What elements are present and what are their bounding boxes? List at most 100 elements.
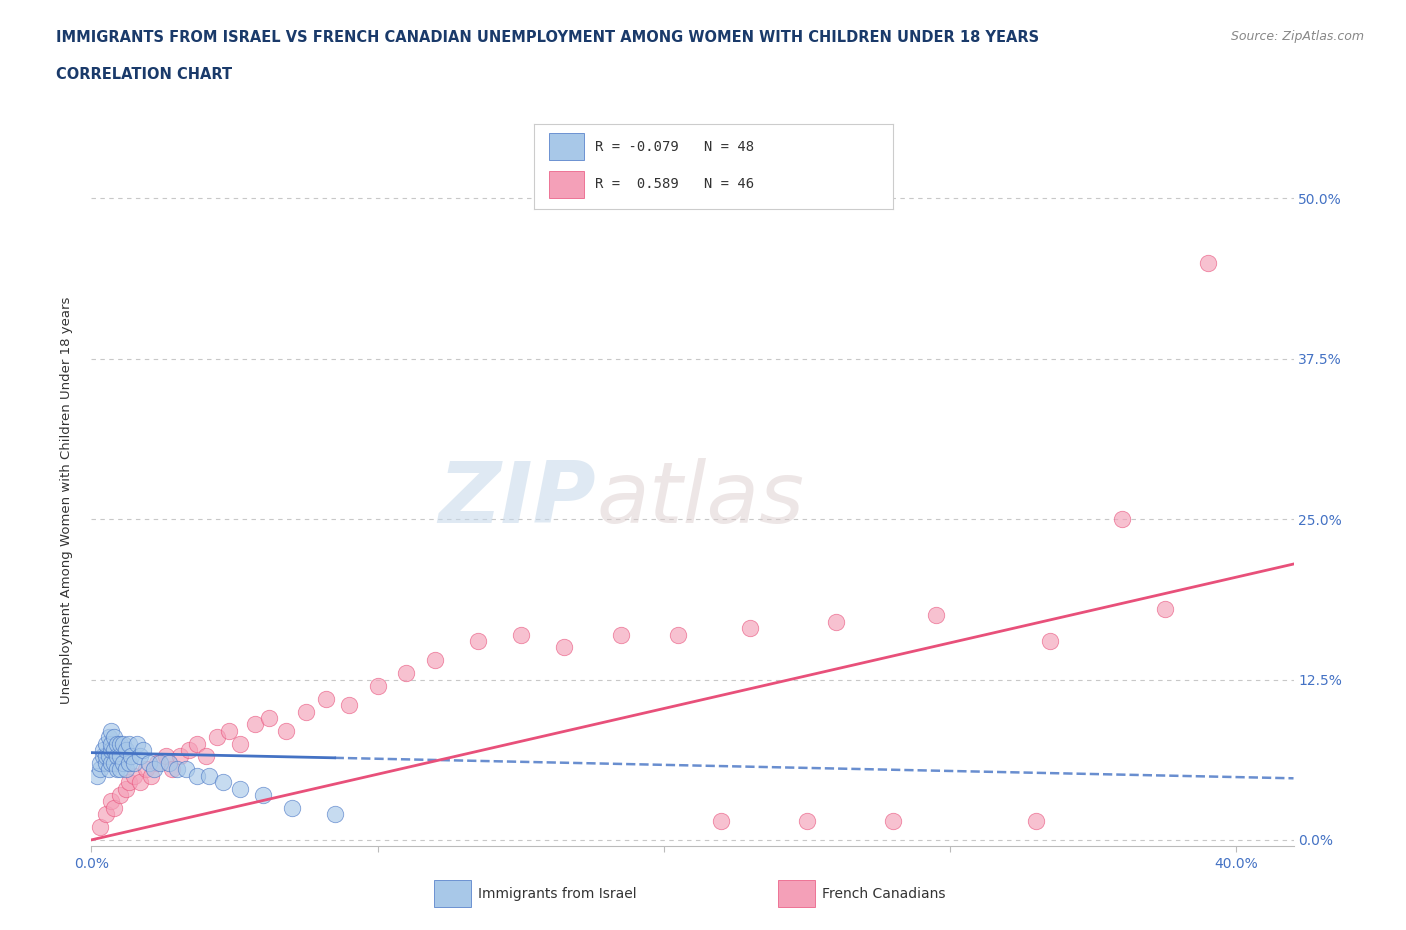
Point <box>824 615 846 630</box>
Text: R =  0.589   N = 46: R = 0.589 N = 46 <box>595 178 755 192</box>
Point <box>108 762 131 777</box>
Point <box>132 743 155 758</box>
Text: ZIP: ZIP <box>439 458 596 541</box>
Point <box>94 807 117 822</box>
Point <box>100 794 122 809</box>
Point <box>114 762 136 777</box>
Point <box>1025 813 1047 828</box>
Point <box>257 711 280 725</box>
Point <box>186 737 208 751</box>
Point <box>252 788 274 803</box>
Point <box>1153 602 1175 617</box>
Point <box>367 679 389 694</box>
Point <box>281 801 304 816</box>
Point <box>197 768 219 783</box>
Point <box>91 749 114 764</box>
Point <box>89 755 111 770</box>
Point <box>114 743 136 758</box>
Point <box>467 633 489 648</box>
Point <box>174 762 197 777</box>
Point <box>108 788 131 803</box>
Point <box>141 768 163 783</box>
Point <box>105 737 128 751</box>
Point <box>111 755 134 770</box>
Point <box>143 762 166 777</box>
Text: Source: ZipAtlas.com: Source: ZipAtlas.com <box>1230 30 1364 43</box>
Point <box>274 724 297 738</box>
Point <box>710 813 733 828</box>
Point <box>738 620 761 635</box>
Point <box>129 775 152 790</box>
Point <box>666 627 689 642</box>
Point <box>146 755 169 770</box>
Text: atlas: atlas <box>596 458 804 541</box>
Point <box>124 768 146 783</box>
Point <box>323 807 346 822</box>
Point <box>135 762 157 777</box>
Point <box>295 704 318 719</box>
Point <box>103 755 125 770</box>
Point <box>315 691 337 706</box>
Point <box>149 755 172 770</box>
Point <box>157 755 180 770</box>
Point <box>103 743 125 758</box>
Text: CORRELATION CHART: CORRELATION CHART <box>56 67 232 82</box>
Point <box>218 724 240 738</box>
Point <box>94 737 117 751</box>
Point <box>117 737 139 751</box>
Point <box>423 653 446 668</box>
Point <box>925 608 948 623</box>
Point <box>94 749 117 764</box>
Point <box>100 755 122 770</box>
Bar <box>548 171 585 198</box>
Point <box>337 698 360 712</box>
Point <box>882 813 904 828</box>
Point <box>86 768 108 783</box>
Point <box>108 749 131 764</box>
Point <box>94 755 117 770</box>
Point <box>155 749 177 764</box>
Point <box>138 755 160 770</box>
Point <box>91 743 114 758</box>
Point <box>121 749 143 764</box>
Point <box>100 724 122 738</box>
Point <box>89 762 111 777</box>
Bar <box>548 133 585 161</box>
Point <box>395 666 418 681</box>
Point <box>243 717 266 732</box>
Point <box>212 775 235 790</box>
Y-axis label: Unemployment Among Women with Children Under 18 years: Unemployment Among Women with Children U… <box>60 296 73 704</box>
Point <box>89 819 111 834</box>
Point <box>103 801 125 816</box>
Text: French Canadians: French Canadians <box>823 886 946 901</box>
Point <box>166 762 188 777</box>
Point <box>117 775 139 790</box>
Point <box>229 737 252 751</box>
Point <box>1111 512 1133 526</box>
Point <box>108 737 131 751</box>
Point <box>553 640 575 655</box>
Point <box>105 762 128 777</box>
Point <box>610 627 633 642</box>
Point <box>177 743 200 758</box>
Point <box>1197 255 1219 270</box>
Bar <box>434 881 471 907</box>
Point <box>117 755 139 770</box>
Point <box>194 749 217 764</box>
Point <box>105 749 128 764</box>
Point <box>124 755 146 770</box>
Point <box>127 737 149 751</box>
Point <box>97 730 120 745</box>
Point <box>103 730 125 745</box>
Point <box>97 762 120 777</box>
Point <box>229 781 252 796</box>
Point <box>97 749 120 764</box>
Point <box>129 749 152 764</box>
Point <box>111 737 134 751</box>
Text: Immigrants from Israel: Immigrants from Israel <box>478 886 637 901</box>
Point <box>1039 633 1062 648</box>
Point <box>100 737 122 751</box>
Text: IMMIGRANTS FROM ISRAEL VS FRENCH CANADIAN UNEMPLOYMENT AMONG WOMEN WITH CHILDREN: IMMIGRANTS FROM ISRAEL VS FRENCH CANADIA… <box>56 30 1039 45</box>
Bar <box>779 881 815 907</box>
Point <box>509 627 531 642</box>
